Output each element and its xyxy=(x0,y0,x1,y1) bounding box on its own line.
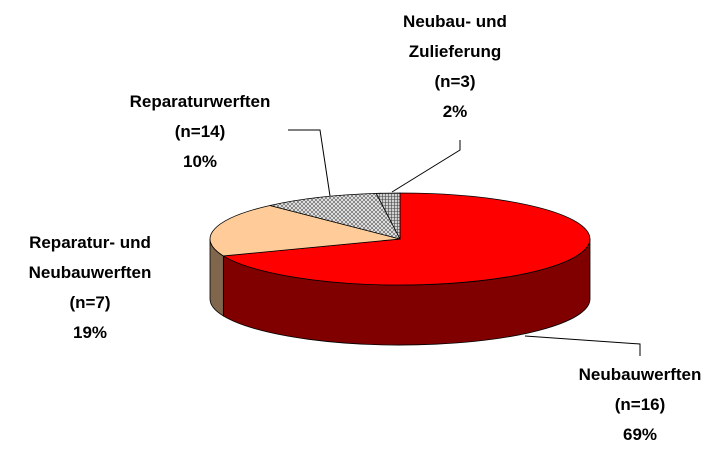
category-label: Neubauwerften xyxy=(578,365,702,384)
slice-label: Reparatur- und Neubauwerften (n=7) 19% xyxy=(5,228,175,348)
pie xyxy=(209,192,591,346)
slice-label: Neubauwerften (n=16) 69% xyxy=(550,360,720,450)
category-label: Reparaturwerften xyxy=(129,92,271,111)
slice xyxy=(209,205,401,257)
category-label: Reparatur- und Neubauwerften xyxy=(28,233,152,282)
slice-label: Reparaturwerften (n=14) 10% xyxy=(110,87,290,177)
leader-line xyxy=(391,140,461,193)
slice xyxy=(222,192,591,286)
leader-line xyxy=(288,129,331,197)
leader-lines xyxy=(288,129,641,356)
count-label: (n=16) xyxy=(614,395,666,414)
leader-line xyxy=(524,335,641,356)
count-label: (n=14) xyxy=(174,122,226,141)
count-label: (n=3) xyxy=(434,72,476,91)
slice xyxy=(269,192,401,240)
percent-label: 2% xyxy=(442,102,468,121)
count-label: (n=7) xyxy=(69,293,111,312)
percent-label: 19% xyxy=(72,323,108,342)
slice xyxy=(375,192,401,240)
slice-label: Neubau- und Zulieferung (n=3) 2% xyxy=(385,7,525,127)
category-label: Neubau- und Zulieferung xyxy=(403,12,507,61)
percent-label: 69% xyxy=(622,425,658,444)
percent-label: 10% xyxy=(182,152,218,171)
